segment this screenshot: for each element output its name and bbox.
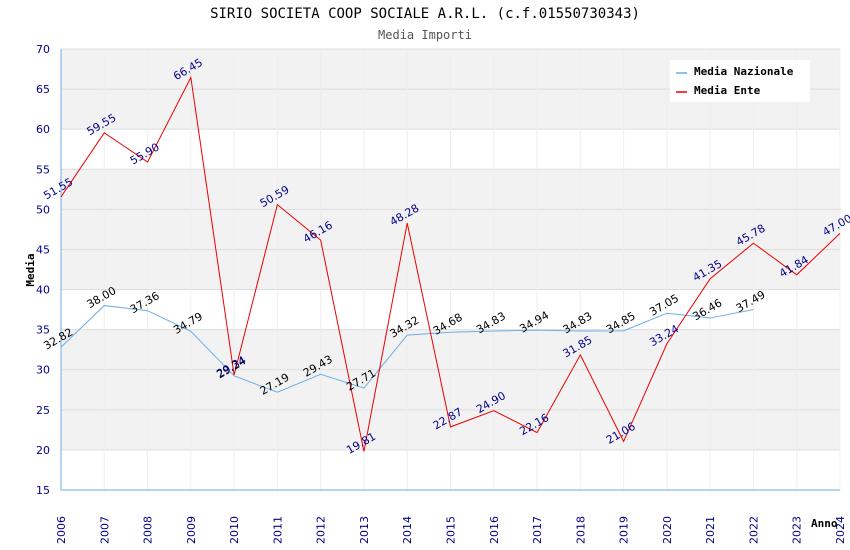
y-tick-label: 70 [36,43,50,56]
series-line-media-ente [60,75,841,452]
x-tick-label: 2006 [55,516,68,544]
y-tick-label: 60 [36,123,50,136]
x-tick-label: 2015 [445,516,458,544]
x-tick-label: 2020 [661,516,674,544]
legend-label-media-ente: Media Ente [694,84,761,97]
x-tick-label: 2012 [315,516,328,544]
y-tick-label: 25 [36,404,50,417]
legend: Media Nazionale Media Ente [670,60,810,102]
x-tick-label: 2019 [618,516,631,544]
y-tick-labels: 15 20 25 30 35 40 45 50 55 60 65 70 [36,43,50,497]
y-tick-label: 45 [36,243,50,256]
x-tick-label: 2007 [98,516,111,544]
x-tick-label: 2022 [747,516,760,544]
series-lines [60,75,841,452]
x-axis-label: Anno [811,517,838,530]
y-tick-label: 55 [36,163,50,176]
y-axis-label: Media [24,253,37,286]
y-tick-label: 15 [36,484,50,497]
x-tick-label: 2014 [401,516,414,544]
y-tick-label: 35 [36,324,50,337]
legend-label-media-nazionale: Media Nazionale [694,65,794,78]
x-tick-labels: 2006 2007 2008 2009 2010 2011 2012 2013 2014 2015… [55,516,847,544]
x-tick-label: 2024 [834,516,847,544]
x-tick-label: 2009 [185,516,198,544]
chart-subtitle: Media Importi [378,28,472,42]
x-tick-label: 2013 [358,516,371,544]
x-tick-label: 2023 [791,516,804,544]
chart-title: SIRIO SOCIETA COOP SOCIALE A.R.L. (c.f.0… [210,6,640,22]
y-tick-label: 30 [36,364,50,377]
x-tick-label: 2011 [271,516,284,544]
x-tick-label: 2016 [488,516,501,544]
x-tick-label: 2008 [142,516,155,544]
y-tick-label: 65 [36,83,50,96]
y-tick-label: 50 [36,203,50,216]
axes [60,49,840,491]
legend-background [670,60,810,102]
x-tick-label: 2021 [704,516,717,544]
series-line-media-nazionale [60,305,754,393]
y-tick-label: 40 [36,284,50,297]
x-tick-label: 2018 [574,516,587,544]
x-tick-label: 2017 [531,516,544,544]
y-tick-label: 20 [36,444,50,457]
x-tick-label: 2010 [228,516,241,544]
